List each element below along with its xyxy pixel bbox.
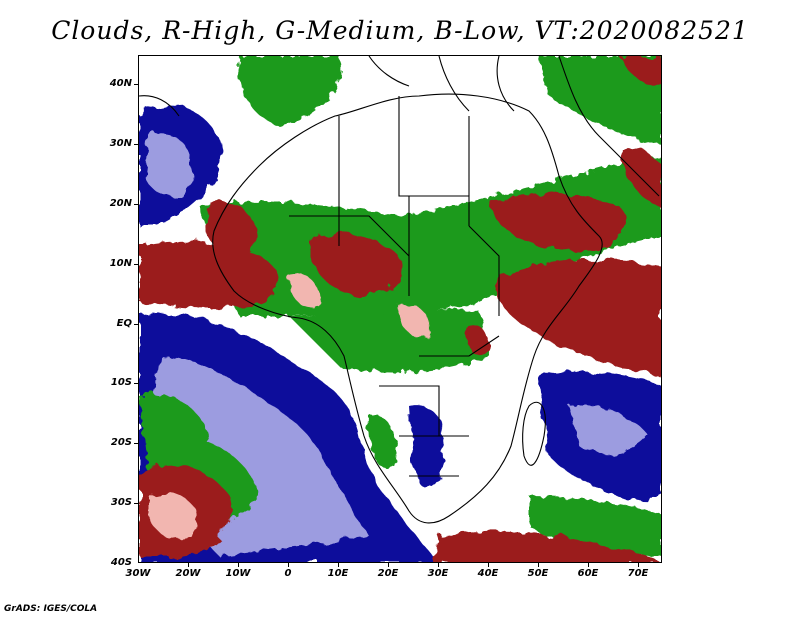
- lon-tick-mark: [588, 563, 589, 567]
- cloud-map: [138, 55, 662, 563]
- lon-tick-mark: [388, 563, 389, 567]
- lon-tick-label: 40E: [477, 568, 499, 579]
- cloud-field: [139, 56, 661, 562]
- lon-tick-mark: [638, 563, 639, 567]
- lat-tick-mark: [134, 503, 138, 504]
- lat-tick-label: 10N: [109, 258, 132, 269]
- lon-tick-mark: [538, 563, 539, 567]
- lat-tick-mark: [134, 383, 138, 384]
- lat-tick-label: 20N: [109, 198, 132, 209]
- lon-tick-mark: [188, 563, 189, 567]
- coastlines: [139, 56, 660, 524]
- lon-tick-label: 10W: [225, 568, 251, 579]
- footer-credit: GrADS: IGES/COLA: [4, 604, 98, 614]
- high-cloud-layer: [139, 56, 661, 562]
- lat-tick-mark: [134, 443, 138, 444]
- lon-tick-mark: [238, 563, 239, 567]
- lon-tick-mark: [438, 563, 439, 567]
- lat-tick-mark: [134, 264, 138, 265]
- lat-tick-mark: [134, 324, 138, 325]
- lat-tick-mark: [134, 144, 138, 145]
- lat-tick-label: 40N: [109, 78, 132, 89]
- lon-tick-label: 60E: [577, 568, 599, 579]
- lon-tick-label: 10E: [327, 568, 349, 579]
- lat-tick-label: 10S: [110, 377, 132, 388]
- lon-tick-label: 70E: [627, 568, 649, 579]
- lat-tick-label: 20S: [110, 437, 132, 448]
- lat-tick-label: 40S: [110, 557, 132, 568]
- lat-tick-label: 30S: [110, 497, 132, 508]
- lon-tick-label: 30W: [125, 568, 151, 579]
- lon-tick-label: 50E: [527, 568, 549, 579]
- lat-tick-mark: [134, 84, 138, 85]
- lon-tick-label: 20E: [377, 568, 399, 579]
- lon-tick-mark: [338, 563, 339, 567]
- lat-tick-mark: [134, 204, 138, 205]
- lon-tick-mark: [288, 563, 289, 567]
- lon-tick-label: 30E: [427, 568, 449, 579]
- lon-tick-label: 20W: [175, 568, 201, 579]
- lon-tick-mark: [488, 563, 489, 567]
- lat-tick-label: 30N: [109, 138, 132, 149]
- map-title: Clouds, R-High, G-Medium, B-Low, VT:2020…: [51, 16, 749, 45]
- lon-tick-label: 0: [284, 568, 292, 579]
- lat-tick-label: EQ: [116, 318, 132, 329]
